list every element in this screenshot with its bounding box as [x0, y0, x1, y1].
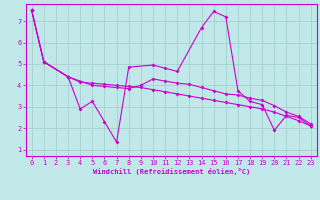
X-axis label: Windchill (Refroidissement éolien,°C): Windchill (Refroidissement éolien,°C) — [92, 168, 250, 175]
